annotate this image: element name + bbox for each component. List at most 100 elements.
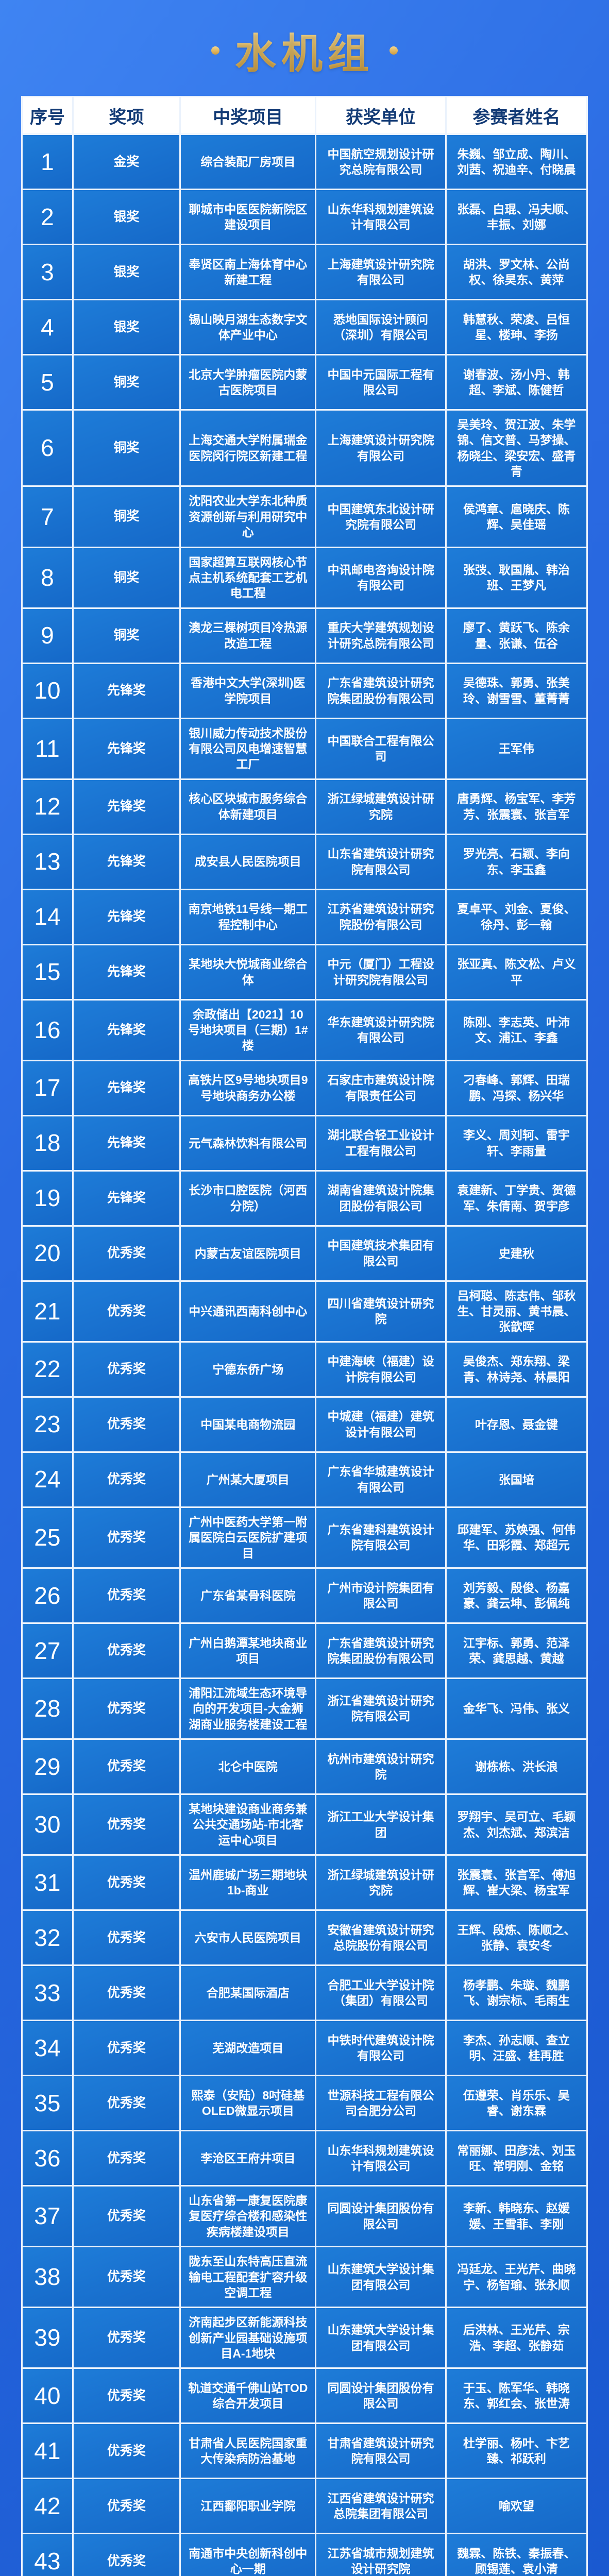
row-participant-names: 张磊、白琨、冯夫顺、丰振、刘娜 — [445, 189, 588, 245]
row-award: 铜奖 — [72, 607, 181, 664]
row-participant-names: 侯鸿章、扈晓庆、陈辉、吴佳瑶 — [445, 485, 588, 548]
row-project: 北京大学肿瘤医院内蒙古医院项目 — [179, 354, 317, 411]
table-row: 10 先锋奖 香港中文大学(深圳)医学院项目 广东省建筑设计研究院集团股份有限公司 吴德… — [21, 662, 588, 719]
row-award: 优秀奖 — [72, 2307, 181, 2369]
row-organization: 江西省建筑设计研究总院集团有限公司 — [315, 2478, 447, 2535]
table-row: 26 优秀奖 广东省某骨科医院 广州市设计院集团有限公司 刘芳毅、殷俊、杨嘉豪、龚云坤、… — [21, 1567, 588, 1624]
row-participant-names: 夏卓平、刘金、夏俊、徐丹、彭一翰 — [445, 888, 588, 945]
row-participant-names: 王辉、段炼、陈顺之、张静、袁安冬 — [445, 1909, 588, 1967]
row-award: 优秀奖 — [72, 1567, 181, 1624]
page-title: 水机组 — [235, 21, 374, 80]
row-organization: 江苏省建筑设计研究院股份有限公司 — [315, 888, 447, 945]
table-row: 12 先锋奖 核心区块城市服务综合体新建项目 浙江绿城建筑设计研究院 唐勇辉、杨宝军、李… — [21, 778, 588, 835]
row-organization: 山东建筑大学设计集团有限公司 — [315, 2307, 447, 2369]
table-row: 3 银奖 奉贤区南上海体育中心新建工程 上海建筑设计研究院有限公司 胡洪、罗文林、公尚权… — [21, 244, 588, 300]
row-organization: 石家庄市建筑设计院有限责任公司 — [315, 1059, 447, 1116]
row-number: 20 — [21, 1225, 74, 1282]
row-participant-names: 陈刚、李志英、叶沛文、浦江、李鑫 — [445, 998, 588, 1061]
row-organization: 湖北联合轻工业设计工程有限公司 — [315, 1114, 447, 1172]
row-participant-names: 张国培 — [445, 1451, 588, 1508]
row-participant-names: 张震寰、张言军、傅旭辉、崔大梁、杨宝军 — [445, 1854, 588, 1911]
table-row: 19 先锋奖 长沙市口腔医院（河西分院） 湖南省建筑设计院集团股份有限公司 袁建新、丁学… — [21, 1170, 588, 1227]
row-participant-names: 李新、韩晓东、赵媛媛、王雪菲、李刚 — [445, 2185, 588, 2248]
row-project: 中国某电商物流园 — [179, 1396, 317, 1453]
row-organization: 山东建筑大学设计集团有限公司 — [315, 2246, 447, 2309]
row-participant-names: 杜学丽、杨叶、卞艺臻、祁跃利 — [445, 2422, 588, 2480]
row-number: 12 — [21, 778, 74, 835]
row-project: 宁德东侨广场 — [179, 1341, 317, 1398]
row-project: 高铁片区9号地块项目9号地块商务办公楼 — [179, 1059, 317, 1116]
row-award: 优秀奖 — [72, 2533, 181, 2576]
row-number: 43 — [21, 2533, 74, 2576]
row-project: 综合装配厂房项目 — [179, 133, 317, 190]
row-participant-names: 张弢、耿国胤、韩治班、王梦凡 — [445, 546, 588, 609]
row-award: 先锋奖 — [72, 662, 181, 719]
row-number: 36 — [21, 2130, 74, 2187]
table-row: 40 优秀奖 轨道交通千佛山站TOD综合开发项目 同圆设计集团股份有限公司 于玉、陈军华… — [21, 2367, 588, 2425]
row-award: 先锋奖 — [72, 1059, 181, 1116]
row-award: 优秀奖 — [72, 1396, 181, 1453]
row-organization: 杭州市建筑设计研究院 — [315, 1738, 447, 1795]
row-organization: 中国中元国际工程有限公司 — [315, 354, 447, 411]
row-project: 南京地铁11号线一期工程控制中心 — [179, 888, 317, 945]
row-number: 3 — [21, 244, 74, 300]
row-organization: 中铁时代建筑设计院有限公司 — [315, 2020, 447, 2077]
row-participant-names: 张亚真、陈文松、卢义平 — [445, 943, 588, 1001]
row-organization: 广东省建筑设计研究院集团股份有限公司 — [315, 1622, 447, 1679]
row-award: 铜奖 — [72, 409, 181, 487]
row-organization: 山东省建筑设计研究院有限公司 — [315, 833, 447, 890]
row-project: 余政储出【2021】10号地块项目（三期）1#楼 — [179, 998, 317, 1061]
row-project: 内蒙古友谊医院项目 — [179, 1225, 317, 1282]
row-project: 聊城市中医医院新院区建设项目 — [179, 189, 317, 245]
row-number: 37 — [21, 2185, 74, 2248]
row-organization: 中国建筑技术集团有限公司 — [315, 1225, 447, 1282]
table-row: 37 优秀奖 山东省第一康复医院康复医疗综合楼和感染性疾病楼建设项目 同圆设计集团股份… — [21, 2185, 588, 2248]
row-participant-names: 罗光亮、石颖、李向东、李玉鑫 — [445, 833, 588, 890]
row-project: 熙泰（安陆）8吋硅基OLED微显示项目 — [179, 2075, 317, 2132]
table-row: 31 优秀奖 温州鹿城广场三期地块1b-商业 浙江绿城建筑设计研究院 张震寰、张言军、傅… — [21, 1854, 588, 1911]
row-participant-names: 王军伟 — [445, 717, 588, 780]
table-row: 20 优秀奖 内蒙古友谊医院项目 中国建筑技术集团有限公司 史建秋 — [21, 1225, 588, 1282]
row-number: 42 — [21, 2478, 74, 2535]
row-award: 优秀奖 — [72, 2020, 181, 2077]
row-award: 铜奖 — [72, 485, 181, 548]
row-award: 优秀奖 — [72, 1854, 181, 1911]
row-award: 铜奖 — [72, 354, 181, 411]
row-award: 金奖 — [72, 133, 181, 190]
table-row: 15 先锋奖 某地块大悦城商业综合体 中元（厦门）工程设计研究院有限公司 张亚真、陈文松… — [21, 943, 588, 1001]
column-header-project: 中奖项目 — [179, 96, 317, 135]
awards-table: 序号 奖项 中奖项目 获奖单位 参赛者姓名 1 金奖 综合装配厂房项目 中国航空规划设… — [21, 96, 588, 2576]
row-number: 25 — [21, 1506, 74, 1569]
table-row: 34 优秀奖 芜湖改造项目 中铁时代建筑设计院有限公司 李杰、孙志顺、查立明、汪盛、桂再… — [21, 2020, 588, 2077]
row-number: 40 — [21, 2367, 74, 2425]
page-title-row: 水机组 — [0, 21, 609, 80]
row-number: 34 — [21, 2020, 74, 2077]
row-organization: 华东建筑设计研究院有限公司 — [315, 998, 447, 1061]
row-award: 优秀奖 — [72, 2185, 181, 2248]
row-participant-names: 廖了、黄跃飞、陈余量、张谦、伍谷 — [445, 607, 588, 664]
row-award: 银奖 — [72, 189, 181, 245]
row-number: 17 — [21, 1059, 74, 1116]
row-organization: 重庆大学建筑规划设计研究总院有限公司 — [315, 607, 447, 664]
table-row: 5 铜奖 北京大学肿瘤医院内蒙古医院项目 中国中元国际工程有限公司 谢春波、汤小丹、韩超… — [21, 354, 588, 411]
row-organization: 湖南省建筑设计院集团股份有限公司 — [315, 1170, 447, 1227]
table-row: 32 优秀奖 六安市人民医院项目 安徽省建筑设计研究总院股份有限公司 王辉、段炼、陈顺之… — [21, 1909, 588, 1967]
row-participant-names: 韩慧秋、荣凌、吕恒星、楼珅、李扬 — [445, 299, 588, 355]
row-project: 元气森林饮料有限公司 — [179, 1114, 317, 1172]
row-project: 锡山映月湖生态数字文体产业中心 — [179, 299, 317, 355]
row-organization: 广东省建筑设计研究院集团股份有限公司 — [315, 662, 447, 719]
column-header-org: 获奖单位 — [315, 96, 447, 135]
row-award: 银奖 — [72, 299, 181, 355]
table-row: 2 银奖 聊城市中医医院新院区建设项目 山东华科规划建筑设计有限公司 张磊、白琨、冯夫顺… — [21, 189, 588, 245]
row-award: 铜奖 — [72, 546, 181, 609]
table-row: 7 铜奖 沈阳农业大学东北种质资源创新与利用研究中心 中国建筑东北设计研究院有限公司侯… — [21, 485, 588, 548]
row-award: 优秀奖 — [72, 2075, 181, 2132]
row-organization: 浙江省建筑设计研究院有限公司 — [315, 1677, 447, 1740]
row-award: 先锋奖 — [72, 943, 181, 1001]
row-project: 济南起步区新能源科技创新产业园基础设施项目A-1地块 — [179, 2307, 317, 2369]
row-organization: 上海建筑设计研究院有限公司 — [315, 244, 447, 300]
row-award: 优秀奖 — [72, 1677, 181, 1740]
row-award: 先锋奖 — [72, 1170, 181, 1227]
row-organization: 世源科技工程有限公司合肥分公司 — [315, 2075, 447, 2132]
